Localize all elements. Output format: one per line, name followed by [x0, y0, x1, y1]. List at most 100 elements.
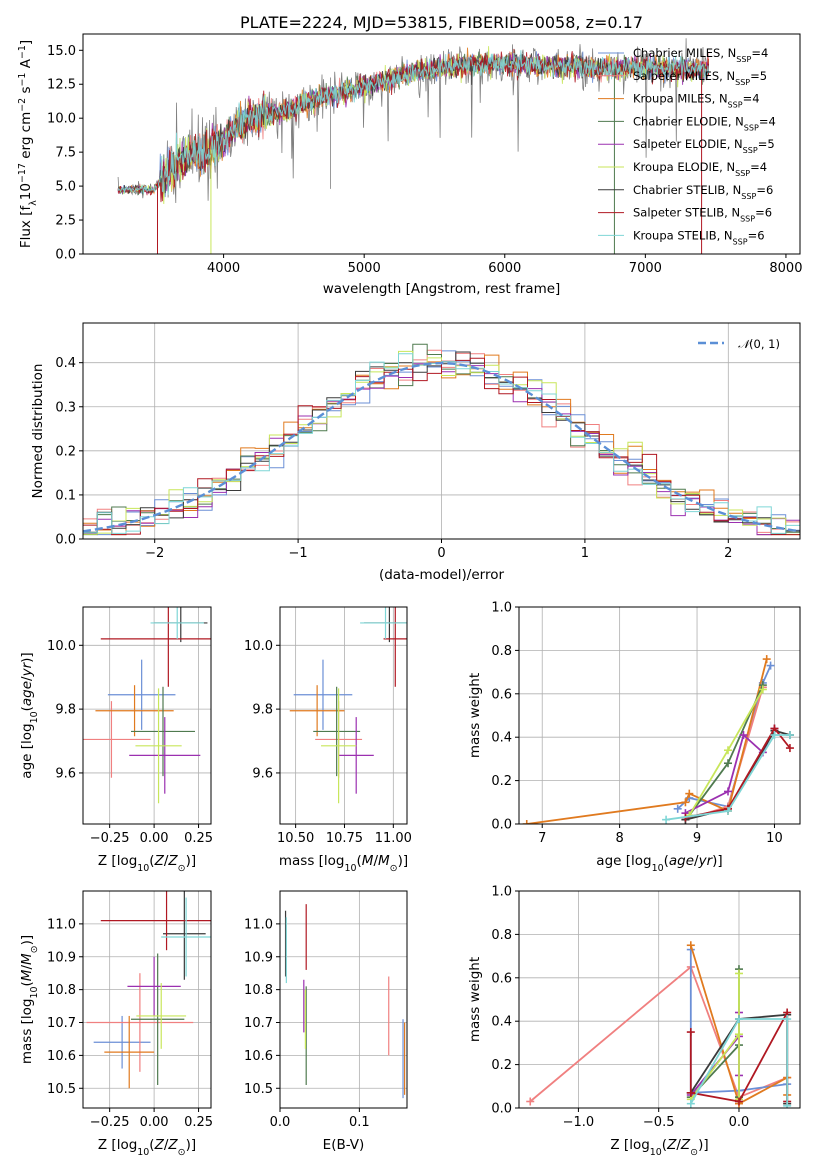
- axes-frame: [518, 606, 801, 825]
- y-tick-label: 10.7: [47, 1016, 76, 1031]
- errorbar-point: [131, 953, 185, 1085]
- y-axis-label: mass [log10(M/M⊙)]: [19, 935, 40, 1064]
- legend-entry: Chabrier STELIB, NSSP=6: [633, 183, 773, 201]
- x-tick-label: 8: [615, 831, 623, 846]
- y-tick-label: 10.6: [244, 1049, 273, 1064]
- x-axis-label: Z [log10(Z/Z⊙)]: [98, 1137, 196, 1158]
- y-tick-label: 0.0: [55, 533, 76, 548]
- panel-residuals: −2 −1 0 1 2 0.0 0.1 0.2 0.3 0.4 𝒩(0, 1) (data-model…: [30, 322, 801, 583]
- x-tick-label: 7000: [629, 261, 662, 276]
- panel-weight-vs-Z: −1.0 −0.5 0.0 0.0 0.2 0.4 0.6 0.8 1.0 Z [log10(Z/…: [467, 885, 801, 1158]
- y-axis-label: age [log10(age/yr)]: [19, 652, 40, 778]
- x-tick-label: −2: [145, 546, 164, 561]
- errorbar-point: [150, 607, 204, 639]
- plot-area: [83, 607, 211, 804]
- x-tick-label: 2: [724, 546, 732, 561]
- y-tick-label: 10.8: [47, 983, 76, 998]
- panel-weight-vs-age: 7 8 9 10 0.0 0.2 0.4 0.6 0.8 1.0 age [log10(age/yr…: [467, 601, 801, 874]
- x-axis-label: E(B-V): [323, 1137, 365, 1153]
- errorbar-point: [338, 717, 374, 794]
- y-tick-label: 10.0: [47, 112, 76, 127]
- y-tick-label: 10.0: [244, 639, 273, 654]
- x-tick-label: −0.25: [90, 1115, 130, 1130]
- legend: 𝒩(0, 1): [698, 337, 780, 351]
- axes-frame: [279, 606, 408, 825]
- legend-entry: Salpeter MILES, NSSP=5: [633, 69, 767, 87]
- y-tick-label: 11.0: [244, 917, 273, 932]
- axes-frame: [82, 33, 801, 255]
- errorbar-point: [100, 891, 211, 951]
- y-tick-label: 0.0: [491, 1102, 512, 1117]
- errorbar-point: [313, 686, 361, 777]
- errorbar-point: [86, 973, 194, 1072]
- x-tick-label: −0.5: [643, 1115, 675, 1130]
- y-tick-label: 0.6: [491, 687, 512, 702]
- legend-entry: Kroupa STELIB, NSSP=6: [633, 228, 765, 246]
- weight-series-line: [689, 949, 788, 1094]
- errorbar-point: [107, 659, 176, 730]
- y-tick-label: 1.0: [491, 885, 512, 900]
- y-tick-label: 0.4: [491, 1015, 512, 1030]
- y-tick-label: 0.4: [491, 731, 512, 746]
- errorbar-point: [135, 688, 182, 804]
- x-tick-label: 0.1: [349, 1115, 370, 1130]
- errorbar-point: [95, 685, 174, 737]
- y-tick-label: 9.6: [55, 766, 76, 781]
- y-axis-label: mass weight: [467, 957, 483, 1042]
- y-tick-label: 0.0: [55, 248, 76, 263]
- panel-mass-vs-EBV: 0.0 0.1 10.5 10.6 10.7 10.8 10.9 11.0 E(B-V): [244, 890, 408, 1153]
- plot-area: [86, 891, 211, 1089]
- x-tick-label: 1: [581, 546, 589, 561]
- y-axis-label: Normed distribution: [30, 364, 46, 499]
- x-tick-label: 0.00: [140, 831, 169, 846]
- weight-series-line: [526, 658, 768, 824]
- y-tick-label: 10.5: [47, 1082, 76, 1097]
- x-tick-label: 7: [538, 831, 546, 846]
- weight-series-line: [688, 689, 764, 816]
- x-axis-label: age [log10(age/yr)]: [596, 853, 722, 874]
- normal-curve: [83, 361, 798, 533]
- x-tick-label: 0.25: [184, 1115, 213, 1130]
- y-axis-label: mass weight: [467, 673, 483, 758]
- y-tick-label: 15.0: [47, 44, 76, 59]
- plot-area: [289, 607, 407, 804]
- legend-entry: Salpeter STELIB, NSSP=6: [633, 206, 772, 224]
- errorbar-point: [289, 685, 345, 737]
- plot-area: [522, 655, 794, 824]
- plot-area: [284, 904, 406, 1099]
- y-tick-label: 10.9: [244, 950, 273, 965]
- y-tick-label: 0.3: [55, 400, 76, 415]
- x-tick-label: 0.0: [729, 1115, 750, 1130]
- y-tick-label: 9.8: [252, 703, 273, 718]
- y-axis-label: Flux [fλ10−17 erg cm−2 s−1 A−1]: [17, 40, 39, 248]
- y-tick-label: 12.5: [47, 78, 76, 93]
- legend-entry: Chabrier MILES, NSSP=4: [633, 46, 768, 64]
- x-tick-label: 10.75: [326, 831, 363, 846]
- y-tick-label: 10.6: [47, 1049, 76, 1064]
- y-tick-label: 0.8: [491, 644, 512, 659]
- errorbar-point: [131, 686, 195, 777]
- y-tick-label: 5.0: [55, 180, 76, 195]
- x-tick-label: 6000: [488, 261, 521, 276]
- panel-age-vs-Z: −0.25 0.00 0.25 9.6 9.8 10.0 Z [log10(Z/Z⊙)] ag…: [19, 606, 213, 874]
- x-axis-label: wavelength [Angstrom, rest frame]: [323, 281, 561, 297]
- x-axis-label: Z [log10(Z/Z⊙)]: [610, 1137, 708, 1158]
- y-tick-label: 11.0: [47, 917, 76, 932]
- chart-title: PLATE=2224, MJD=53815, FIBERID=0058, z=0…: [240, 13, 643, 32]
- legend: Chabrier MILES, NSSP=4 Salpeter MILES, NS…: [598, 46, 776, 246]
- y-tick-label: 0.8: [491, 928, 512, 943]
- errorbar-point: [104, 1015, 155, 1089]
- errorbar-point: [321, 688, 357, 804]
- x-tick-label: 4000: [207, 261, 240, 276]
- x-tick-label: 8000: [769, 261, 802, 276]
- y-tick-label: 0.2: [491, 774, 512, 789]
- errorbar-point: [129, 717, 201, 794]
- errorbar-point: [161, 897, 211, 977]
- errorbar-point: [360, 607, 407, 639]
- x-tick-label: 0.0: [270, 1115, 291, 1130]
- x-tick-label: 5000: [348, 261, 381, 276]
- x-tick-label: 11.00: [375, 831, 412, 846]
- y-tick-label: 9.6: [252, 766, 273, 781]
- x-tick-label: 0.00: [140, 1115, 169, 1130]
- y-tick-label: 7.5: [55, 146, 76, 161]
